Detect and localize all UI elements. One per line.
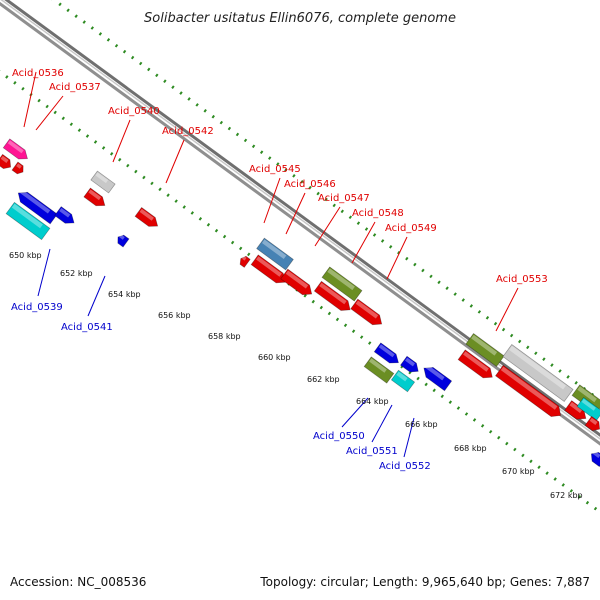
leader-line	[351, 221, 376, 264]
gene-feature[interactable]	[588, 449, 600, 468]
gene-feature[interactable]	[5, 201, 51, 241]
gene-label-acid-0545[interactable]: Acid_0545	[249, 164, 301, 175]
gene-feature[interactable]	[256, 237, 294, 271]
gene-feature[interactable]	[11, 161, 26, 176]
gene-feature[interactable]	[363, 356, 395, 384]
leader-line	[165, 139, 185, 184]
kbp-tick-label: 658 kbp	[208, 332, 241, 341]
gene-feature[interactable]	[134, 206, 161, 230]
kbp-tick-label: 666 kbp	[405, 420, 438, 429]
leader-line	[285, 192, 306, 235]
track-dotted-lines	[0, 0, 600, 514]
gene-feature[interactable]	[420, 363, 453, 392]
leader-line	[495, 287, 519, 332]
gene-feature[interactable]	[2, 138, 30, 163]
kbp-tick-label: 660 kbp	[258, 353, 291, 362]
kbp-tick-label: 652 kbp	[60, 269, 93, 278]
gene-feature[interactable]	[15, 188, 58, 225]
map-title: Solibacter usitatus Ellin6076, complete …	[144, 11, 456, 26]
gene-label-acid-0537[interactable]: Acid_0537	[49, 82, 101, 93]
gene-label-acid-0542[interactable]: Acid_0542	[162, 126, 214, 137]
gene-label-acid-0550[interactable]: Acid_0550	[313, 431, 365, 442]
gene-label-acid-0552[interactable]: Acid_0552	[379, 461, 431, 472]
gene-feature[interactable]	[238, 255, 251, 268]
backbone-line-lower	[0, 1, 600, 446]
gene-label-acid-0547[interactable]: Acid_0547	[318, 193, 370, 204]
gene-label-acid-0540[interactable]: Acid_0540	[108, 106, 160, 117]
kbp-tick-label: 654 kbp	[108, 290, 141, 299]
kbp-tick-label: 662 kbp	[307, 375, 340, 384]
gene-label-acid-0549[interactable]: Acid_0549	[385, 223, 437, 234]
gene-feature[interactable]	[313, 280, 353, 314]
leader-line	[386, 236, 408, 280]
gene-label-acid-0536[interactable]: Acid_0536	[12, 68, 64, 79]
leader-line	[35, 95, 64, 131]
kbp-tick-label: 656 kbp	[158, 311, 191, 320]
leader-line	[403, 417, 415, 458]
leader-line	[263, 177, 281, 224]
kbp-tick-label: 664 kbp	[356, 397, 389, 406]
genome-backbone	[0, 0, 600, 446]
leader-line	[371, 404, 393, 443]
leader-line	[37, 248, 51, 297]
gene-feature[interactable]	[495, 364, 565, 420]
gene-feature[interactable]	[54, 206, 78, 228]
gene-features	[0, 138, 600, 468]
gene-feature[interactable]	[115, 233, 130, 248]
leader-line	[314, 206, 341, 247]
gene-feature[interactable]	[90, 170, 116, 194]
gene-label-acid-0541[interactable]: Acid_0541	[61, 322, 113, 333]
gene-feature[interactable]	[0, 153, 14, 171]
leader-line	[23, 71, 37, 128]
kbp-tick-label: 670 kbp	[502, 467, 535, 476]
leader-line	[87, 275, 106, 317]
label-leader-lines	[23, 71, 519, 458]
gene-label-acid-0548[interactable]: Acid_0548	[352, 208, 404, 219]
gene-label-acid-0553[interactable]: Acid_0553	[496, 274, 548, 285]
leader-line	[341, 397, 369, 428]
gene-label-acid-0551[interactable]: Acid_0551	[346, 446, 398, 457]
backbone-line	[4, 0, 600, 437]
kbp-tick-label: 668 kbp	[454, 444, 487, 453]
kbp-tick-label: 672 kbp	[550, 491, 583, 500]
gene-feature[interactable]	[390, 369, 416, 393]
gene-feature[interactable]	[400, 355, 421, 376]
gene-label-acid-0539[interactable]: Acid_0539	[11, 302, 63, 313]
gene-feature[interactable]	[350, 298, 386, 329]
accession-text: Accession: NC_008536	[10, 575, 146, 589]
gene-feature[interactable]	[457, 349, 496, 382]
kbp-scale-labels: 650 kbp 652 kbp 654 kbp 656 kbp 658 kbp 660 k…	[9, 251, 583, 500]
gene-feature[interactable]	[584, 415, 600, 433]
gene-label-acid-0546[interactable]: Acid_0546	[284, 179, 336, 190]
leader-line	[112, 119, 131, 163]
gene-feature[interactable]	[373, 342, 401, 367]
upper-track-line	[51, 0, 600, 403]
genome-info-text: Topology: circular; Length: 9,965,640 bp…	[259, 575, 590, 589]
gene-feature[interactable]	[280, 268, 316, 299]
kbp-tick-label: 650 kbp	[9, 251, 42, 260]
gene-feature[interactable]	[465, 333, 505, 367]
gene-feature[interactable]	[83, 187, 108, 210]
gene-feature[interactable]	[250, 254, 289, 287]
gene-feature[interactable]	[502, 343, 574, 403]
gene-feature[interactable]	[321, 266, 363, 302]
